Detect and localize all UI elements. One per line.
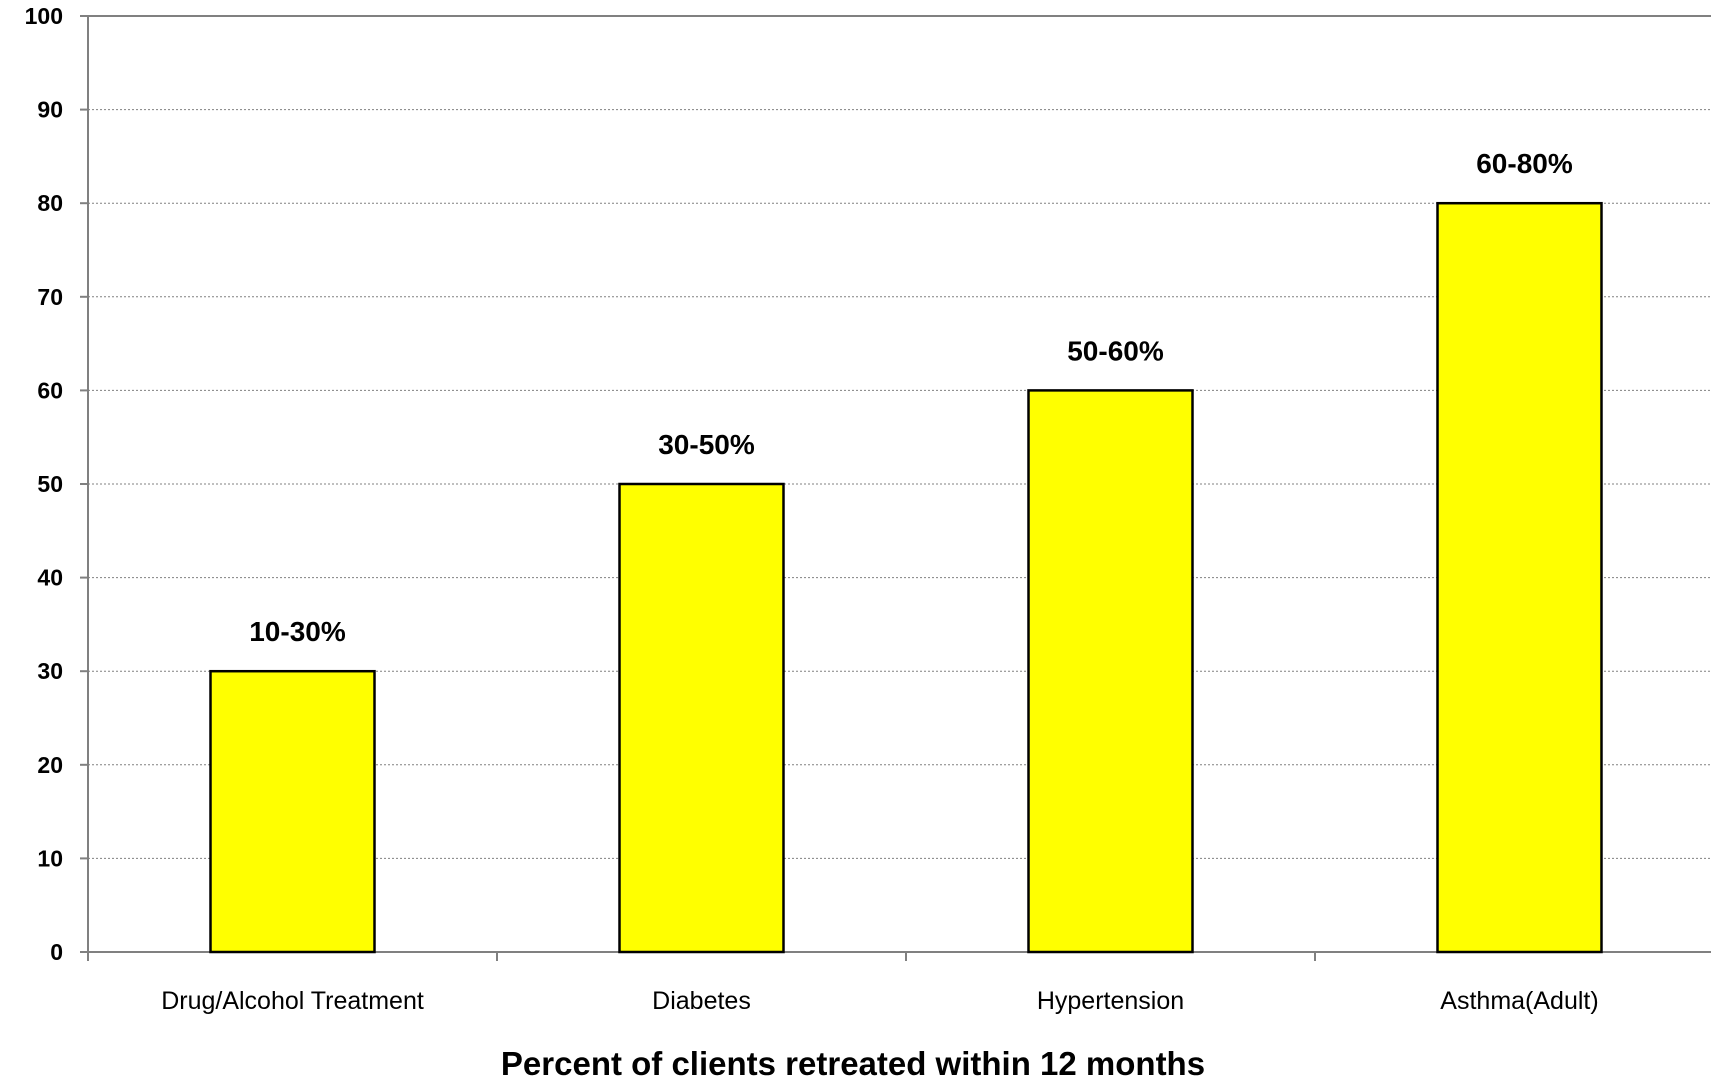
data-label-1: 10-30% bbox=[249, 616, 346, 647]
y-tick-label: 90 bbox=[37, 97, 63, 123]
x-tick-labels: Drug/Alcohol Treatment Diabetes Hypertensi… bbox=[161, 987, 1599, 1015]
data-label-3: 50-60% bbox=[1067, 335, 1164, 366]
y-tick-label: 70 bbox=[37, 284, 63, 310]
y-tick-label: 100 bbox=[25, 3, 63, 29]
data-label-2: 30-50% bbox=[658, 429, 755, 460]
y-tick-label: 0 bbox=[50, 939, 63, 965]
y-tick-labels: 0 10 20 30 40 50 60 70 80 90 100 bbox=[25, 3, 63, 965]
x-tick-label-1: Drug/Alcohol Treatment bbox=[161, 987, 424, 1015]
x-tick-label-4: Asthma(Adult) bbox=[1440, 987, 1598, 1015]
y-tick-label: 10 bbox=[37, 845, 63, 871]
y-tick-label: 50 bbox=[37, 471, 63, 497]
y-tick-label: 40 bbox=[37, 565, 63, 591]
bar-4 bbox=[1436, 201, 1603, 954]
x-tick-label-2: Diabetes bbox=[652, 987, 751, 1015]
data-label-4: 60-80% bbox=[1476, 148, 1573, 179]
bars bbox=[209, 201, 1603, 954]
bar-3 bbox=[1027, 389, 1194, 954]
bar-1 bbox=[209, 669, 376, 954]
y-tick-label: 20 bbox=[37, 752, 63, 778]
y-tick-label: 80 bbox=[37, 190, 63, 216]
x-tick-label-3: Hypertension bbox=[1037, 987, 1184, 1015]
y-tick-label: 60 bbox=[37, 377, 63, 403]
x-axis-title: Percent of clients retreated within 12 m… bbox=[501, 1045, 1205, 1082]
y-tick-label: 30 bbox=[37, 658, 63, 684]
bar-2 bbox=[618, 482, 785, 954]
data-labels: 10-30% 30-50% 50-60% 60-80% bbox=[249, 148, 1573, 647]
